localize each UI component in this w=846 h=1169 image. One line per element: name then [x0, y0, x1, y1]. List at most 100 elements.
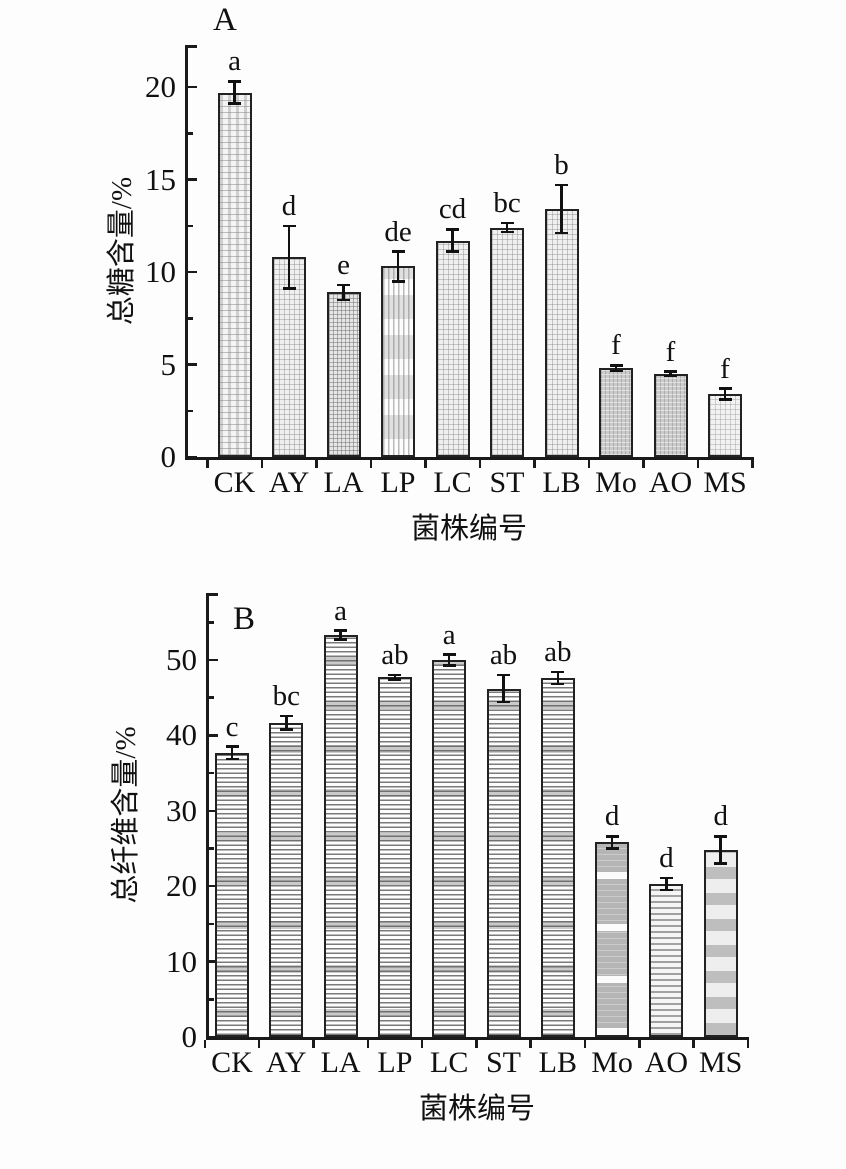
error-bar-cap-top [337, 283, 350, 287]
error-bar [287, 225, 291, 289]
y-major-tick [207, 1035, 218, 1039]
error-bar [614, 365, 618, 371]
sig-letter: bc [272, 679, 300, 712]
sig-letter: a [442, 618, 456, 651]
error-bar-cap-bottom [228, 102, 241, 105]
error-bar-cap-top [446, 228, 459, 231]
category-label: LC [433, 466, 472, 499]
category-label: LB [538, 1046, 577, 1079]
category-label: LP [377, 1046, 413, 1079]
error-bar-cap-bottom [388, 678, 402, 681]
y-axis-end-tick [186, 45, 197, 48]
sig-letter: d [713, 800, 728, 833]
sig-letter: ab [381, 639, 409, 672]
error-bar-cap-bottom [334, 638, 348, 641]
bar-lb [540, 678, 575, 1037]
error-bar-cap-bottom [714, 862, 728, 865]
category-label: AY [268, 466, 310, 499]
bar-ms [703, 850, 738, 1037]
error-bar-cap-bottom [337, 298, 350, 301]
error-bar [505, 222, 509, 233]
y-minor-tick [207, 771, 214, 775]
error-bar [610, 836, 614, 849]
y-tick-label: 15 [145, 161, 176, 197]
bar-ms [708, 394, 742, 457]
error-bar-cap-bottom [391, 280, 405, 283]
y-tick-label: 10 [166, 943, 197, 979]
x-tick [369, 460, 372, 468]
error-bar [665, 877, 668, 890]
x-tick [583, 1040, 587, 1048]
chart-panel-b: B 总纤维含量/% 菌株编号 0 10 20 30 40 50 c CK bc AY a LA ab LP… [0, 585, 846, 1169]
category-label: ST [485, 1046, 521, 1079]
category-label: AO [648, 466, 693, 499]
y-axis-line [184, 45, 188, 460]
error-bar-cap-top [609, 364, 623, 367]
error-bar-cap-top [714, 835, 728, 838]
y-minor-tick [186, 132, 193, 135]
error-bar-cap-bottom [497, 700, 510, 704]
error-bar-cap-top [442, 653, 456, 656]
chart-panel-a: A 总糖含量/% 菌株编号 0 5 10 15 20 a CK d AY e LA de LP cd LC b… [106, 2, 754, 545]
error-bar-cap-top [664, 370, 677, 373]
error-bar-cap-top [279, 714, 293, 718]
x-tick [751, 460, 754, 468]
error-bar-cap-top [497, 673, 510, 677]
sig-letter: c [225, 710, 239, 743]
category-label: CK [211, 1046, 253, 1079]
sig-letter: d [281, 189, 297, 222]
x-tick [315, 460, 318, 468]
sig-letter: bc [493, 186, 521, 219]
sig-letter: d [604, 800, 620, 833]
error-bar [342, 284, 345, 300]
y-tick-label: 0 [160, 439, 177, 474]
x-axis-line [184, 457, 754, 460]
x-tick [746, 1040, 750, 1048]
x-tick [257, 1040, 261, 1048]
bar-lp [377, 677, 412, 1037]
y-major-tick [186, 455, 197, 459]
sig-letter: ab [544, 636, 572, 669]
x-tick [529, 1040, 532, 1048]
sig-letter: d [659, 841, 674, 874]
y-major-tick [186, 270, 197, 274]
sig-letter: f [720, 352, 730, 385]
y-tick-label: 0 [181, 1019, 198, 1054]
error-bar-cap-bottom [609, 369, 623, 373]
error-bar-cap-bottom [500, 230, 514, 234]
y-minor-tick [186, 224, 193, 227]
error-bar-cap-top [555, 183, 568, 187]
x-tick [424, 460, 427, 468]
category-label: AO [644, 1046, 689, 1079]
x-tick [420, 1040, 424, 1048]
error-bar-cap-bottom [279, 728, 293, 731]
y-tick-label: 5 [160, 346, 177, 382]
error-bar [285, 715, 288, 730]
sig-letter: f [611, 329, 621, 362]
x-tick [260, 460, 263, 468]
y-minor-tick [207, 922, 214, 926]
y-major-tick [207, 658, 218, 662]
y-major-tick [186, 363, 197, 366]
error-bar-cap-bottom [555, 231, 568, 235]
bar-st [486, 688, 521, 1037]
error-bar [393, 675, 397, 680]
error-bar-cap-top [388, 673, 402, 677]
error-bar [396, 251, 400, 282]
y-minor-tick [207, 998, 214, 1001]
y-major-tick [207, 884, 218, 888]
y-major-tick [207, 734, 218, 737]
y-major-tick [207, 960, 218, 963]
error-bar [502, 675, 505, 703]
error-bar-cap-bottom [605, 847, 619, 850]
category-label: LC [430, 1046, 469, 1079]
x-tick [642, 460, 645, 468]
error-bar-cap-bottom [442, 664, 456, 667]
error-bar [719, 836, 722, 864]
error-bar-cap-bottom [225, 757, 239, 761]
x-axis-line [205, 1037, 750, 1040]
y-tick-label: 40 [166, 717, 197, 753]
error-bar [233, 81, 236, 104]
bar-lb [544, 209, 579, 457]
error-bar [339, 630, 342, 640]
